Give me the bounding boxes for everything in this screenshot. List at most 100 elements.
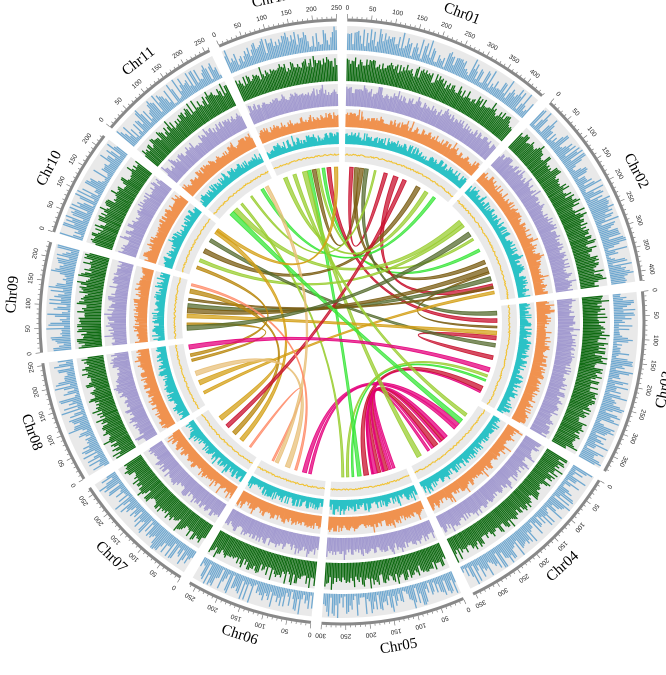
chromosome-ideogram	[38, 241, 53, 353]
track-background	[481, 304, 517, 409]
chromosome-label: Chr09	[3, 275, 22, 314]
axis-tick	[91, 141, 96, 145]
tick-label: 350	[507, 54, 520, 66]
axis-tick	[586, 501, 591, 505]
density-histogram	[163, 206, 202, 270]
axis-tick	[258, 27, 261, 30]
tick-label: 250	[517, 572, 530, 584]
axis-tick	[71, 462, 74, 464]
axis-tick	[96, 139, 99, 142]
track-background	[115, 55, 223, 147]
chromosome-ideogram	[347, 18, 544, 97]
tick-label: 150	[150, 62, 163, 74]
tick-label: 0	[465, 605, 471, 613]
synteny-link	[232, 207, 463, 271]
density-histogram	[200, 153, 264, 208]
tick-label: 200	[644, 384, 653, 396]
density-histogram	[53, 359, 110, 471]
axis-tick	[508, 64, 511, 69]
axis-tick	[641, 269, 646, 272]
axis-tick	[606, 469, 609, 472]
synteny-link	[416, 271, 498, 329]
axis-tick	[609, 176, 614, 180]
synteny-link	[190, 283, 308, 471]
axis-tick	[513, 572, 516, 575]
track-background	[174, 214, 217, 275]
axis-tick	[499, 61, 502, 64]
synteny-link	[248, 387, 303, 462]
tick-label: 100	[414, 621, 427, 631]
axis-tick	[609, 465, 612, 467]
axis-tick	[442, 31, 445, 36]
density-histogram	[99, 471, 197, 565]
chromosome-ideogram	[52, 134, 106, 233]
density-histogram	[76, 252, 110, 349]
density-histogram	[208, 530, 318, 588]
axis-tick	[82, 159, 85, 162]
axis-tick	[542, 92, 545, 95]
axis-tick	[55, 426, 58, 429]
axis-tick	[49, 408, 52, 410]
axis-tick	[202, 47, 205, 52]
density-histogram	[123, 454, 214, 543]
axis-tick	[143, 552, 145, 555]
axis-tick	[154, 561, 157, 564]
density-histogram	[46, 244, 80, 352]
axis-tick	[474, 46, 476, 50]
axis-tick	[121, 110, 123, 113]
axis-tick	[568, 523, 571, 526]
synteny-link	[188, 285, 494, 310]
synteny-link	[189, 265, 269, 358]
axis-tick	[285, 620, 287, 625]
tick-label: 200	[31, 386, 40, 399]
axis-tick	[633, 406, 636, 408]
synteny-links-layer	[186, 166, 498, 478]
tick-label: 300	[496, 586, 509, 598]
axis-tick	[55, 216, 58, 218]
axis-tick	[505, 577, 507, 580]
axis-tick	[617, 447, 621, 450]
synteny-link	[214, 229, 288, 442]
chromosome-ideogram	[321, 597, 465, 626]
axis-tick	[422, 614, 424, 617]
density-histogram	[426, 424, 523, 511]
density-histogram	[508, 132, 607, 290]
axis-tick	[583, 135, 588, 139]
chromosome-ideogram	[218, 18, 337, 48]
synteny-link	[240, 202, 345, 478]
axis-tick	[478, 49, 480, 52]
tick-label: 50	[114, 96, 124, 106]
axis-tick	[503, 63, 506, 66]
tick-label: 200	[31, 247, 40, 259]
tick-label: 100	[46, 433, 57, 446]
synteny-link	[186, 266, 490, 315]
density-histogram	[511, 301, 555, 424]
axis-tick	[539, 89, 541, 92]
tick-label: 0	[650, 288, 657, 293]
axis-tick	[140, 88, 145, 93]
axis-tick	[261, 614, 264, 620]
tick-label: 250	[27, 361, 36, 373]
tick-label: 150	[416, 14, 429, 24]
axis-tick	[173, 66, 176, 69]
axis-tick	[535, 86, 538, 89]
chromosome-label: Chr03	[653, 370, 666, 410]
tick-label: 50	[57, 458, 67, 468]
axis-tick	[558, 534, 561, 537]
synteny-link	[321, 167, 481, 274]
axis-tick	[623, 434, 629, 437]
axis-tick	[73, 176, 76, 178]
axis-tick	[393, 620, 396, 626]
axis-tick	[521, 566, 524, 569]
density-histogram	[345, 85, 497, 161]
density-histogram	[148, 440, 227, 518]
axis-tick	[475, 594, 479, 599]
synteny-link	[264, 185, 309, 464]
axis-tick	[491, 56, 493, 59]
axis-tick	[91, 147, 94, 149]
tick-label: 250	[193, 37, 206, 48]
axis-tick	[257, 613, 259, 616]
tick-label: 200	[365, 630, 377, 638]
axis-tick	[594, 152, 597, 155]
axis-tick	[580, 132, 583, 135]
